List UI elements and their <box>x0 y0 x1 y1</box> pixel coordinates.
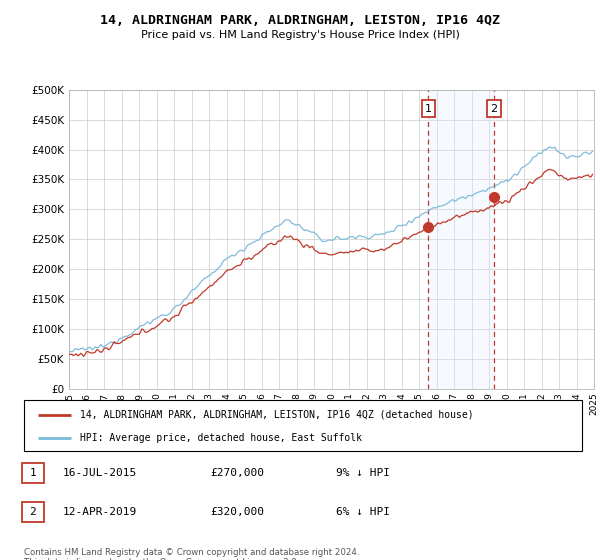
Text: £320,000: £320,000 <box>210 507 264 517</box>
Text: 2: 2 <box>29 507 37 517</box>
Text: 1: 1 <box>29 468 37 478</box>
FancyBboxPatch shape <box>22 463 44 483</box>
FancyBboxPatch shape <box>22 502 44 522</box>
Text: 14, ALDRINGHAM PARK, ALDRINGHAM, LEISTON, IP16 4QZ: 14, ALDRINGHAM PARK, ALDRINGHAM, LEISTON… <box>100 14 500 27</box>
Text: 9% ↓ HPI: 9% ↓ HPI <box>336 468 390 478</box>
Text: £270,000: £270,000 <box>210 468 264 478</box>
Bar <box>428 90 494 389</box>
Text: 14, ALDRINGHAM PARK, ALDRINGHAM, LEISTON, IP16 4QZ (detached house): 14, ALDRINGHAM PARK, ALDRINGHAM, LEISTON… <box>80 409 473 419</box>
Text: 6% ↓ HPI: 6% ↓ HPI <box>336 507 390 517</box>
Text: HPI: Average price, detached house, East Suffolk: HPI: Average price, detached house, East… <box>80 433 362 443</box>
Text: Contains HM Land Registry data © Crown copyright and database right 2024.
This d: Contains HM Land Registry data © Crown c… <box>24 548 359 560</box>
Text: 12-APR-2019: 12-APR-2019 <box>63 507 137 517</box>
Text: Price paid vs. HM Land Registry's House Price Index (HPI): Price paid vs. HM Land Registry's House … <box>140 30 460 40</box>
Text: 16-JUL-2015: 16-JUL-2015 <box>63 468 137 478</box>
FancyBboxPatch shape <box>24 400 582 451</box>
Text: 1: 1 <box>425 104 432 114</box>
Text: 2: 2 <box>490 104 497 114</box>
